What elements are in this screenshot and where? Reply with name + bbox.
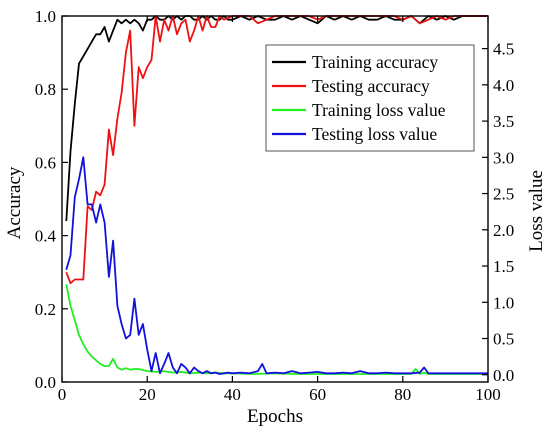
legend: Training accuracy Testing accuracy Trainin… bbox=[265, 44, 475, 152]
x-tick-label: 60 bbox=[309, 385, 326, 404]
x-tick-label: 0 bbox=[58, 385, 67, 404]
y2-axis-title: Loss value bbox=[526, 170, 547, 252]
y-tick-label: 0.4 bbox=[35, 227, 57, 246]
x-tick-label: 100 bbox=[475, 385, 501, 404]
legend-label-2: Training loss value bbox=[312, 100, 446, 120]
y-tick-label: 0.2 bbox=[35, 300, 56, 319]
x-tick-label: 80 bbox=[394, 385, 411, 404]
series-line-2 bbox=[65, 284, 488, 375]
y2-tick-label: 1.5 bbox=[493, 257, 514, 276]
y-tick-label: 1.0 bbox=[35, 7, 56, 26]
x-tick-label: 40 bbox=[224, 385, 241, 404]
y-tick-label: 0.0 bbox=[35, 373, 56, 392]
legend-label-1: Testing accuracy bbox=[312, 76, 430, 96]
y2-tick-label: 3.0 bbox=[493, 148, 514, 167]
series-line-0 bbox=[65, 15, 488, 222]
y2-tick-label: 0.0 bbox=[493, 366, 514, 385]
y-tick-label: 0.8 bbox=[35, 80, 56, 99]
y2-tick-label: 4.0 bbox=[493, 76, 514, 95]
y-tick-label: 0.6 bbox=[35, 153, 56, 172]
y2-tick-label: 3.5 bbox=[493, 112, 514, 131]
y2-tick-label: 4.5 bbox=[493, 40, 514, 59]
y-axis-title: Accuracy bbox=[4, 166, 25, 239]
y2-tick-label: 2.0 bbox=[493, 221, 514, 240]
x-tick-label: 20 bbox=[139, 385, 156, 404]
y2-tick-label: 2.5 bbox=[493, 185, 514, 204]
series-line-3 bbox=[65, 156, 488, 375]
plot-frame bbox=[61, 15, 489, 383]
x-axis-title: Epochs bbox=[247, 406, 303, 427]
ticks-layer: 0 20 40 60 80 1000.00.20.40.60.81.00.00.51.01… bbox=[35, 7, 515, 404]
legend-label-0: Training accuracy bbox=[312, 52, 438, 72]
legend-label-3: Testing loss value bbox=[312, 124, 437, 144]
y2-tick-label: 0.5 bbox=[493, 330, 514, 349]
y2-tick-label: 1.0 bbox=[493, 293, 514, 312]
